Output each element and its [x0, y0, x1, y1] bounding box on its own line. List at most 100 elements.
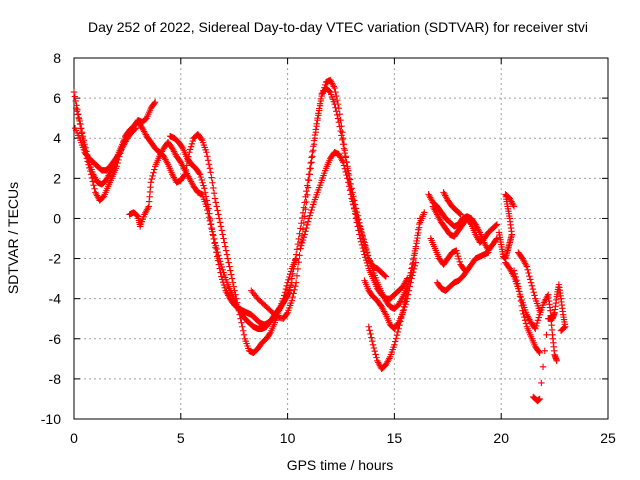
series-track-15 [433, 249, 492, 294]
data-point [292, 279, 300, 286]
data-point [558, 326, 566, 334]
data-point [316, 100, 324, 107]
data-point [77, 120, 84, 128]
data-point [334, 115, 342, 122]
data-point [333, 108, 340, 115]
data-point [410, 252, 418, 259]
data-point [310, 143, 317, 150]
data-point [415, 220, 423, 228]
data-point [406, 283, 413, 290]
data-point [283, 310, 290, 318]
x-axis-label: GPS time / hours [287, 457, 394, 473]
data-point [526, 273, 533, 280]
data-point [415, 226, 422, 233]
data-point [291, 286, 298, 294]
data-point [206, 210, 213, 217]
data-point [302, 193, 309, 200]
data-point [513, 277, 520, 284]
data-point [510, 267, 518, 274]
data-point [209, 231, 217, 238]
data-point [553, 357, 560, 365]
data-point [352, 211, 360, 218]
data-point [345, 179, 352, 186]
data-point [408, 275, 415, 282]
series-track-11 [361, 259, 419, 332]
data-point [289, 270, 296, 277]
data-point [295, 258, 302, 266]
data-point [219, 231, 226, 238]
data-point [198, 135, 205, 143]
data-point [304, 221, 311, 229]
data-point [296, 252, 303, 259]
data-point [400, 306, 407, 314]
data-point [412, 259, 419, 266]
data-point [363, 246, 370, 254]
data-point [316, 105, 323, 112]
data-point [240, 331, 248, 338]
data-point [298, 220, 305, 227]
data-point [215, 211, 222, 218]
data-point [304, 182, 311, 189]
data-point [332, 104, 339, 111]
series-track-21 [515, 249, 543, 314]
data-point [365, 323, 372, 330]
data-point [286, 287, 293, 294]
data-point [147, 179, 155, 186]
data-point [515, 283, 522, 290]
data-point [411, 247, 419, 255]
y-tick-labels: -10 -8 -6 -4 -2 0 2 4 6 8 [41, 50, 61, 427]
data-point [298, 242, 305, 249]
data-point [231, 287, 238, 294]
data-point [210, 184, 217, 192]
data-point [203, 149, 210, 156]
data-point [218, 227, 226, 234]
data-point [536, 307, 543, 314]
data-point [217, 269, 224, 276]
data-point [72, 104, 80, 112]
data-point [312, 126, 319, 133]
data-point [351, 208, 359, 215]
data-point [364, 252, 372, 259]
data-point [213, 248, 220, 256]
data-marks [70, 76, 569, 405]
data-point [222, 243, 229, 250]
data-point [409, 268, 417, 276]
data-point [543, 331, 550, 338]
data-point [151, 166, 158, 173]
data-point [303, 187, 310, 195]
series-track-14 [427, 235, 469, 274]
data-point [290, 290, 297, 297]
data-point [382, 273, 390, 280]
data-point [189, 137, 196, 145]
x-tick-label: 15 [387, 430, 403, 446]
data-point [335, 118, 343, 126]
data-point [342, 168, 349, 176]
data-point [514, 280, 521, 287]
data-point [207, 169, 214, 176]
series-track-1 [70, 88, 159, 204]
data-point [403, 298, 410, 305]
data-point [75, 114, 82, 121]
data-point [285, 276, 292, 284]
data-point [333, 92, 340, 100]
data-point [356, 222, 363, 229]
data-point [207, 220, 215, 228]
data-point [536, 395, 543, 403]
data-point [222, 247, 230, 254]
data-point [216, 265, 223, 272]
data-point [224, 255, 231, 262]
data-point [306, 165, 314, 172]
data-point [362, 244, 369, 251]
data-point [516, 293, 524, 300]
data-point [300, 234, 308, 241]
data-point [399, 309, 407, 316]
data-point [333, 96, 341, 104]
y-tick-label: 2 [53, 170, 61, 186]
data-point [353, 214, 361, 221]
series-track-19 [510, 267, 543, 357]
data-point [204, 157, 212, 164]
data-point [405, 287, 413, 294]
plot-area-frame [73, 57, 609, 420]
data-point [181, 172, 188, 179]
